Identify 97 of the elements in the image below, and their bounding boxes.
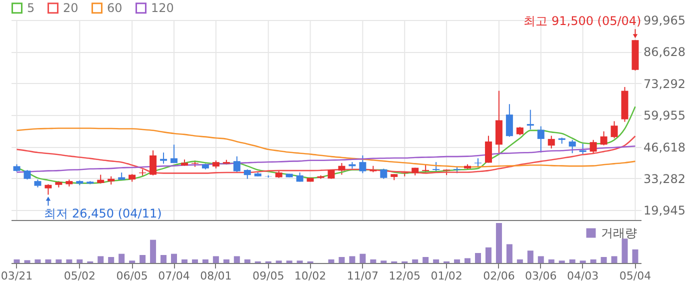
bar xyxy=(474,253,481,263)
bar xyxy=(338,257,345,263)
y-tick-label: 59,955 xyxy=(644,108,686,123)
legend-label: 거래량 xyxy=(601,226,637,240)
x-tick-label: 03/06 xyxy=(525,270,557,282)
bar xyxy=(464,258,471,263)
bar xyxy=(66,259,72,263)
bar xyxy=(202,259,208,263)
bar xyxy=(34,259,41,263)
y-tick-label: 73,292 xyxy=(644,76,686,91)
candlestick xyxy=(432,162,440,172)
candlestick xyxy=(359,154,366,174)
x-tick-label: 08/01 xyxy=(200,270,232,282)
bar xyxy=(538,256,544,263)
bar xyxy=(328,259,334,263)
y-tick-label: 33,282 xyxy=(644,172,686,186)
x-tick-label: 06/05 xyxy=(116,270,148,282)
bar xyxy=(212,256,219,263)
candlestick xyxy=(380,168,388,180)
bar xyxy=(160,255,167,263)
y-tick-label: 99,965 xyxy=(644,14,686,28)
candlestick xyxy=(233,156,240,173)
line-series xyxy=(16,135,636,174)
bar xyxy=(611,256,618,263)
legend-label: 20 xyxy=(63,1,78,16)
bar xyxy=(412,259,418,263)
bar xyxy=(171,254,178,263)
bar xyxy=(590,259,596,263)
candlestick xyxy=(484,135,492,164)
candlestick xyxy=(600,130,608,146)
bar xyxy=(244,259,250,263)
bar xyxy=(622,238,628,263)
bar xyxy=(56,259,62,263)
x-tick-label: 05/02 xyxy=(64,270,96,282)
candlestick xyxy=(170,144,178,164)
x-tick-label: 12/05 xyxy=(388,270,420,282)
candlestick xyxy=(568,139,576,154)
candlestick xyxy=(537,126,544,154)
bar xyxy=(454,259,460,263)
bar xyxy=(569,259,576,263)
candlestick xyxy=(579,143,586,156)
bar xyxy=(600,257,607,263)
bar xyxy=(140,255,146,263)
candlestick xyxy=(150,150,157,176)
x-tick-label: 10/02 xyxy=(294,270,326,282)
candlestick xyxy=(590,139,597,154)
x-tick-label: 09/05 xyxy=(252,270,284,282)
bar xyxy=(234,256,240,263)
x-tick-label: 02/06 xyxy=(483,270,515,282)
bar xyxy=(181,259,188,263)
y-tick-label: 86,628 xyxy=(644,45,686,60)
bar xyxy=(45,259,52,263)
annotation: 최저 26,450 (04/11) xyxy=(44,206,162,221)
candlestick xyxy=(610,120,618,139)
bar xyxy=(192,259,198,263)
bar xyxy=(485,247,492,263)
x-tick-label: 03/21 xyxy=(0,270,33,282)
bar xyxy=(433,259,440,263)
bar xyxy=(150,240,156,263)
x-tick-label: 11/07 xyxy=(346,270,379,282)
bar xyxy=(632,249,638,263)
candlestick xyxy=(506,104,513,138)
bar xyxy=(548,259,554,263)
candlestick xyxy=(244,168,251,180)
bar xyxy=(422,257,429,263)
legend-label: 120 xyxy=(151,1,174,16)
x-tick-label: 01/02 xyxy=(430,270,462,282)
bar xyxy=(370,259,376,263)
bar xyxy=(76,259,83,263)
bar xyxy=(14,259,20,263)
bar xyxy=(506,244,512,263)
line-series xyxy=(16,128,636,168)
x-tick-label: 07/04 xyxy=(158,270,190,282)
candlestick xyxy=(24,169,31,180)
bar xyxy=(24,260,30,263)
bar xyxy=(360,254,366,263)
bar xyxy=(108,257,114,263)
bar xyxy=(349,256,356,263)
bar xyxy=(516,259,523,263)
x-tick-label: 05/04 xyxy=(619,270,652,282)
annotation: 최고 91,500 (05/04) xyxy=(524,14,642,28)
candlestick xyxy=(338,162,346,176)
y-tick-label: 46,618 xyxy=(644,140,686,154)
candlestick xyxy=(160,152,168,164)
bar xyxy=(223,259,230,263)
legend-label: 60 xyxy=(107,1,122,16)
bar xyxy=(118,254,125,263)
y-tick-label: 19,945 xyxy=(644,204,686,218)
bar xyxy=(496,223,502,263)
x-tick-label: 04/03 xyxy=(566,270,599,282)
candlestick xyxy=(548,135,555,149)
candlestick xyxy=(474,158,482,168)
bar xyxy=(527,250,534,263)
candlestick xyxy=(44,184,52,196)
candlestick xyxy=(526,109,534,130)
bar xyxy=(98,256,104,263)
legend-label: 5 xyxy=(27,1,35,16)
